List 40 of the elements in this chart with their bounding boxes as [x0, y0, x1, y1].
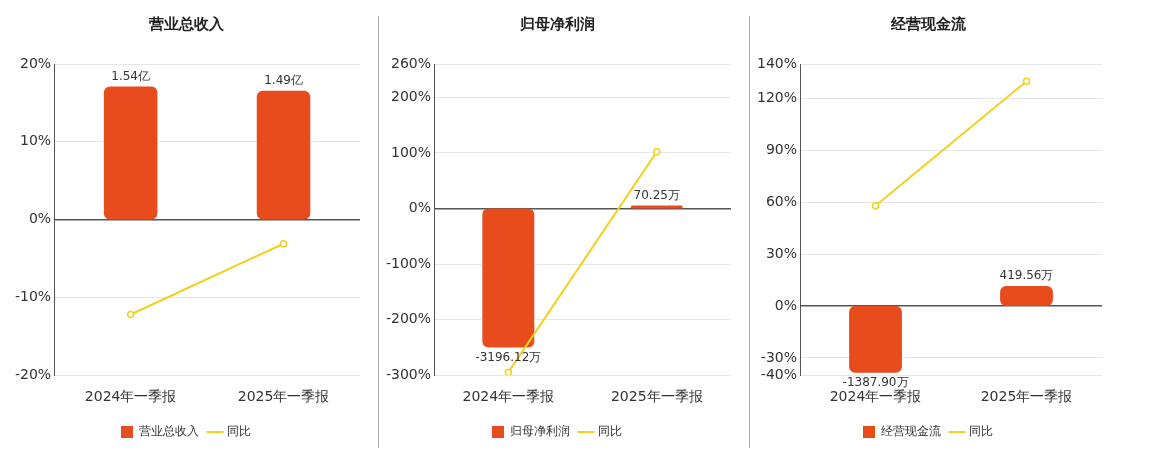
data-label: -1387.90万	[842, 374, 909, 389]
x-tick-label: 2024年一季报	[84, 388, 177, 405]
data-label: 419.56万	[999, 268, 1054, 283]
x-tick-label: 2025年一季报	[237, 388, 330, 405]
legend-label: 归母净利润	[510, 424, 570, 439]
legend-label: 同比	[598, 424, 622, 439]
y-tick-label: 0%	[408, 199, 432, 216]
y-tick-label: -30%	[760, 348, 798, 365]
y-tick-label: 140%	[756, 54, 798, 71]
y-tick-label: -200%	[386, 310, 432, 327]
data-label: 70.25万	[633, 187, 680, 202]
chart-title: 归母净利润	[518, 14, 595, 33]
x-tick-label: 2024年一季报	[462, 388, 555, 405]
y-tick-label: -300%	[386, 365, 432, 382]
legend-label: 同比	[227, 424, 251, 439]
y-tick-label: 120%	[756, 89, 798, 106]
x-tick-label: 2025年一季报	[610, 388, 703, 405]
x-tick-label: 2025年一季报	[980, 388, 1073, 405]
y-tick-label: 30%	[765, 244, 798, 261]
y-tick-label: 0%	[774, 296, 798, 313]
y-tick-label: 20%	[20, 54, 52, 71]
y-tick-label: 10%	[20, 132, 52, 149]
y-tick-label: 90%	[765, 141, 798, 158]
chart-title: 营业总收入	[147, 14, 225, 33]
y-tick-label: 100%	[391, 143, 432, 160]
y-tick-label: -10%	[15, 288, 52, 305]
y-tick-label: -40%	[760, 365, 798, 382]
chart-title: 经营现金流	[889, 14, 967, 33]
y-tick-label: -100%	[386, 254, 432, 271]
y-tick-label: 260%	[391, 54, 432, 71]
y-tick-label: 0%	[28, 210, 52, 227]
data-label: 1.54亿	[111, 68, 150, 83]
legend-label: 营业总收入	[139, 424, 199, 439]
y-tick-label: 200%	[391, 87, 432, 104]
y-tick-label: -20%	[15, 365, 52, 382]
data-label: 1.49亿	[264, 72, 303, 87]
y-tick-label: 60%	[765, 192, 798, 209]
legend-label: 经营现金流	[881, 424, 941, 439]
legend-label: 同比	[969, 424, 993, 439]
x-tick-label: 2024年一季报	[829, 388, 922, 405]
